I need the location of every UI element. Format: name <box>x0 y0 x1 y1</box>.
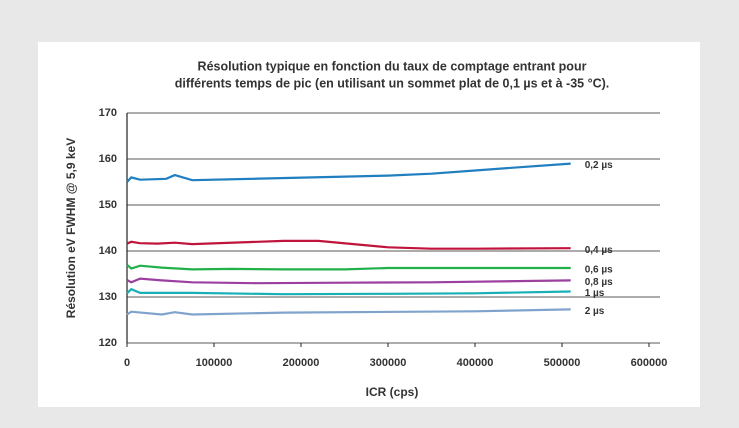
x-axis-label: ICR (cps) <box>366 385 419 399</box>
series-label: 0,4 µs <box>585 245 613 256</box>
x-tick-label: 400000 <box>457 357 494 369</box>
series-label: 0,8 µs <box>585 277 613 288</box>
card <box>38 42 700 407</box>
y-axis-label: Résolution eV FWHM @ 5,9 keV <box>64 138 78 318</box>
series-line <box>126 308 571 316</box>
y-tick-label: 150 <box>99 199 117 211</box>
series-label: 0,2 µs <box>585 160 613 171</box>
x-tick-label: 300000 <box>370 357 407 369</box>
y-tick-label: 160 <box>99 153 117 165</box>
series-label: 0,6 µs <box>585 265 613 276</box>
x-tick-label: 100000 <box>196 357 233 369</box>
y-tick-label: 120 <box>99 337 117 349</box>
x-tick-label: 200000 <box>283 357 320 369</box>
series-line <box>126 263 571 271</box>
y-tick-label: 140 <box>99 245 117 257</box>
series-line <box>126 162 571 183</box>
series-line <box>126 287 571 296</box>
x-tick-label: 600000 <box>631 357 668 369</box>
chart-title: Résolution typique en fonction du taux d… <box>198 59 587 73</box>
series-label: 1 µs <box>585 288 605 299</box>
x-tick-label: 0 <box>124 357 130 369</box>
y-tick-label: 130 <box>99 291 117 303</box>
x-tick-label: 500000 <box>544 357 581 369</box>
series-line <box>126 277 571 285</box>
y-tick-label: 170 <box>99 107 117 119</box>
chart-title: différents temps de pic (en utilisant un… <box>175 76 610 90</box>
series-line <box>126 239 571 250</box>
series-label: 2 µs <box>585 306 605 317</box>
